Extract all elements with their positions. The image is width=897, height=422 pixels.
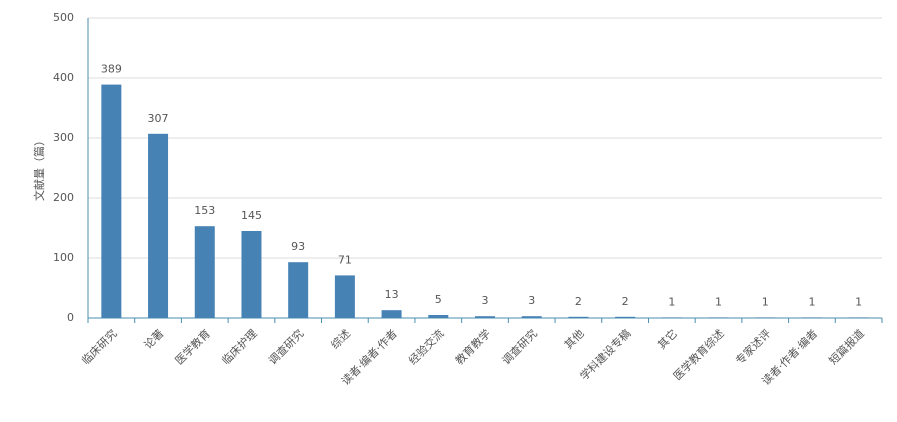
data-label: 389 bbox=[101, 63, 122, 76]
bar bbox=[661, 317, 682, 318]
bar bbox=[194, 226, 215, 318]
data-label: 1 bbox=[808, 295, 815, 308]
data-label: 1 bbox=[762, 295, 769, 308]
x-tick-label: 临床护理 bbox=[219, 326, 260, 367]
y-tick-label: 200 bbox=[53, 191, 74, 204]
bar bbox=[801, 317, 822, 318]
data-label: 1 bbox=[668, 295, 675, 308]
x-tick-label: 教育教学 bbox=[452, 326, 493, 367]
x-tick-label: 其它 bbox=[655, 326, 680, 351]
data-label: 2 bbox=[622, 295, 629, 308]
data-label: 71 bbox=[338, 253, 352, 266]
bar bbox=[755, 317, 776, 318]
data-label: 13 bbox=[385, 288, 399, 301]
x-tick-label: 临床研究 bbox=[79, 326, 120, 367]
x-tick-label: 医学教育 bbox=[172, 326, 213, 367]
bar bbox=[848, 317, 869, 318]
data-label: 93 bbox=[291, 240, 305, 253]
data-label: 307 bbox=[148, 112, 169, 125]
y-tick-label: 0 bbox=[67, 311, 74, 324]
bar bbox=[521, 316, 542, 318]
bar bbox=[241, 231, 262, 318]
data-label: 5 bbox=[435, 293, 442, 306]
data-label: 1 bbox=[715, 295, 722, 308]
data-label: 153 bbox=[194, 204, 215, 217]
x-tick-label: 其他 bbox=[562, 327, 587, 352]
y-tick-label: 300 bbox=[53, 131, 74, 144]
bar bbox=[615, 316, 636, 318]
data-label: 145 bbox=[241, 209, 262, 222]
x-tick-label: 综述 bbox=[328, 326, 353, 351]
x-tick-label: 学科建设专稿 bbox=[577, 326, 634, 383]
bar bbox=[334, 275, 355, 318]
y-axis-title: 文献量（篇） bbox=[32, 135, 46, 201]
y-tick-label: 500 bbox=[53, 11, 74, 24]
bar bbox=[288, 262, 309, 318]
x-tick-label: 调查研究 bbox=[499, 326, 540, 367]
data-label: 1 bbox=[855, 295, 862, 308]
x-tick-label: 经验交流 bbox=[406, 326, 447, 367]
y-tick-label: 400 bbox=[53, 71, 74, 84]
y-tick-label: 100 bbox=[53, 251, 74, 264]
bar bbox=[428, 315, 449, 318]
data-label: 3 bbox=[528, 294, 535, 307]
bar bbox=[148, 133, 169, 318]
bar bbox=[568, 316, 589, 318]
x-tick-label: 专家述评 bbox=[732, 326, 773, 367]
bar bbox=[101, 84, 122, 318]
x-tick-label: 医学教育综述 bbox=[670, 326, 727, 383]
bar bbox=[708, 317, 729, 318]
bar bbox=[475, 316, 495, 318]
data-label: 2 bbox=[575, 295, 582, 308]
data-label: 3 bbox=[482, 294, 489, 307]
x-tick-label: 短篇报道 bbox=[826, 326, 867, 367]
x-tick-label: 调查研究 bbox=[265, 326, 306, 367]
bar bbox=[381, 310, 402, 318]
x-tick-label: 论著 bbox=[141, 326, 166, 351]
